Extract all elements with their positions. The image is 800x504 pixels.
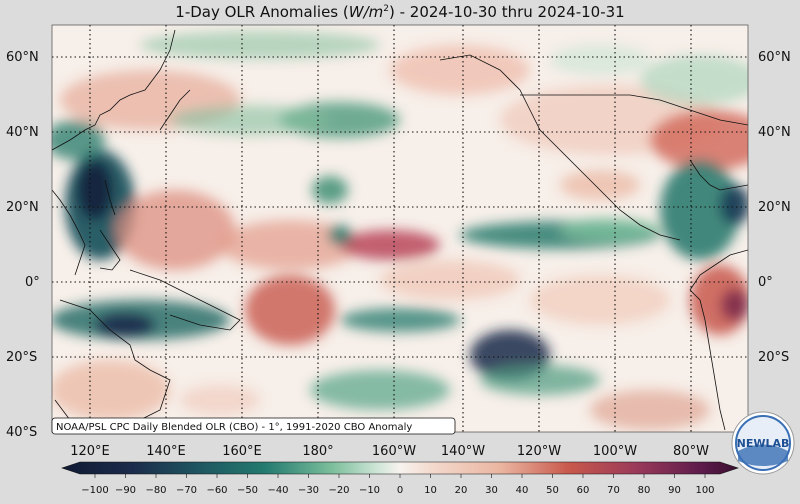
lon-labels: 120°E 140°E 160°E 180° 160°W 140°W 120°W… [70,444,709,459]
colorbar-tick-label: 10 [424,485,437,496]
lat-label: 40°N [758,125,791,140]
lon-label: 120°E [70,444,110,459]
lon-label: 120°W [517,444,561,459]
colorbar-tick-label: 30 [485,485,498,496]
lon-label: 140°W [441,444,485,459]
lat-label: 0° [758,275,773,290]
lat-label: 60°N [758,50,791,65]
lat-label: 20°S [758,350,789,365]
colorbar-tick-label: −70 [176,485,197,496]
coastlines [52,29,748,431]
lat-labels-right: 60°N 40°N 20°N 0° 20°S [758,50,791,365]
colorbar-bar [61,461,739,475]
colorbar-tick-label: 70 [607,485,620,496]
colorbar: −100 −90 −80 −70 −60 −50 −40 −30 −20 −10 0 10 20 30 40… [61,461,739,496]
lon-label: 160°W [372,444,416,459]
colorbar-tick-label: −40 [267,485,288,496]
figure-title: 1-Day OLR Anomalies (W/m2) - 2024-10-30 … [175,3,624,21]
colorbar-tick-label: −10 [359,485,380,496]
lat-labels-left: 60°N 40°N 20°N 0° 20°S 40°S [6,50,40,440]
lat-label: 20°N [758,200,791,215]
colorbar-tick-label: 40 [516,485,529,496]
logo-text: NEWLAB [737,437,790,450]
anomaly-field [52,31,748,430]
lat-label: 40°N [6,125,39,140]
colorbar-tick-label: 20 [455,485,468,496]
colorbar-tick-label: −20 [328,485,349,496]
colorbar-tick-label: 0 [397,485,403,496]
lat-label: 20°N [6,200,39,215]
colorbar-ticks: −100 −90 −80 −70 −60 −50 −40 −30 −20 −10 0 10 20 30 40… [81,474,715,496]
gridlines [52,25,748,432]
colorbar-tick-label: −100 [81,485,108,496]
lon-label: 80°W [673,444,709,459]
colorbar-tick-label: −90 [115,485,136,496]
source-note-text: NOAA/PSL CPC Daily Blended OLR (CBO) - 1… [56,422,412,433]
lat-label: 60°N [6,50,39,65]
colorbar-tick-label: −60 [206,485,227,496]
lat-label: 0° [25,275,40,290]
colorbar-tick-label: 100 [695,485,714,496]
noaa-laboratory-logo-icon: NEWLAB [731,411,795,475]
colorbar-tick-label: 80 [638,485,651,496]
lon-label: 160°E [222,444,262,459]
source-note: NOAA/PSL CPC Daily Blended OLR (CBO) - 1… [51,417,456,435]
colorbar-tick-label: −80 [145,485,166,496]
lon-label: 100°W [593,444,637,459]
lat-label: 40°S [6,425,37,440]
colorbar-tick-label: 60 [577,485,590,496]
colorbar-tick-label: 90 [668,485,681,496]
colorbar-tick-label: −30 [298,485,319,496]
colorbar-tick-label: 50 [546,485,559,496]
map-panel [52,25,748,432]
lon-label: 180° [302,444,333,459]
lon-label: 140°E [146,444,186,459]
colorbar-tick-label: −50 [237,485,258,496]
lat-label: 20°S [6,350,37,365]
